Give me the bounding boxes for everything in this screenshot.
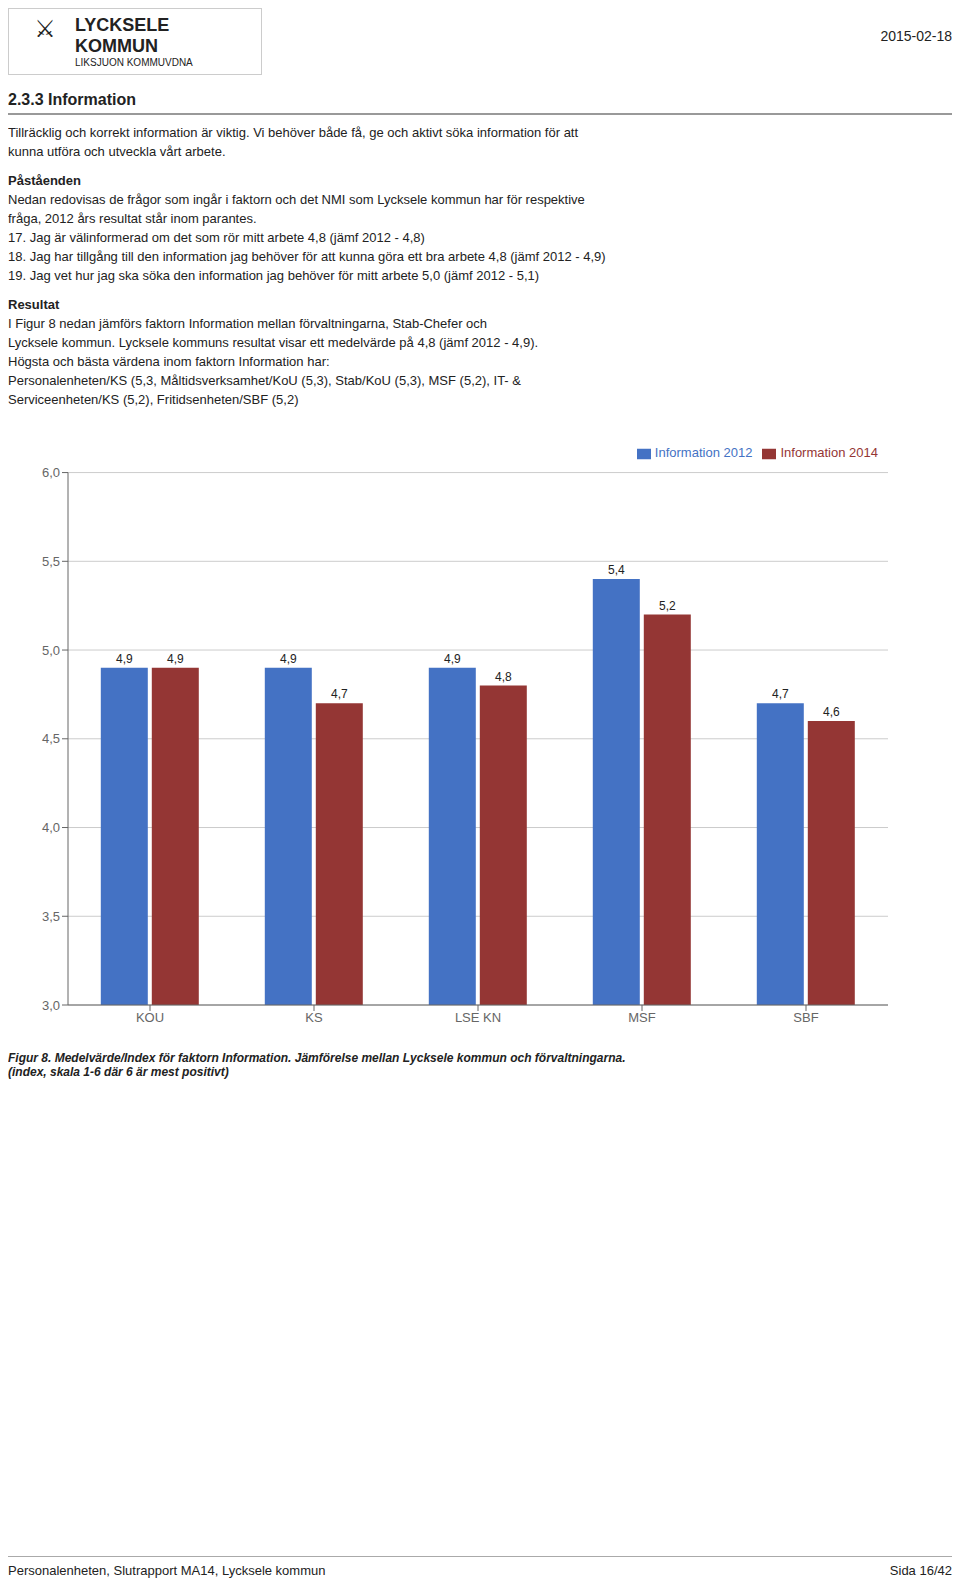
html-text:Personalenheten, Slutrapport M: Personalenheten, Slutrapport MA14, Lycks… bbox=[8, 1563, 326, 1578]
svg-text:MSF: MSF bbox=[628, 1010, 656, 1025]
html-text:Nedan redovisas de frågor som: Nedan redovisas de frågor som ingår i fa… bbox=[8, 192, 585, 207]
html-text:LIKSJUON KOMMUVDNA: LIKSJUON KOMMUVDNA bbox=[75, 57, 193, 68]
svg-text:5,5: 5,5 bbox=[42, 554, 60, 569]
html-text:Information 2014: Information 2014 bbox=[780, 445, 878, 460]
svg-text:4,5: 4,5 bbox=[42, 731, 60, 746]
svg-text:4,9: 4,9 bbox=[116, 652, 133, 666]
html-text:Personalenheten/KS (5,3, Målti: Personalenheten/KS (5,3, Måltidsverksamh… bbox=[8, 373, 521, 388]
svg-text:4,9: 4,9 bbox=[280, 652, 297, 666]
html-text:19. Jag vet hur jag ska söka d: 19. Jag vet hur jag ska söka den informa… bbox=[8, 268, 540, 283]
html-text:kunna utföra och utveckla vårt: kunna utföra och utveckla vårt arbete. bbox=[8, 144, 226, 159]
svg-text:3,0: 3,0 bbox=[42, 998, 60, 1013]
svg-text:KS: KS bbox=[305, 1010, 323, 1025]
svg-text:4,8: 4,8 bbox=[495, 670, 512, 684]
html-text:18. Jag har tillgång till den: 18. Jag har tillgång till den informatio… bbox=[8, 249, 606, 264]
html-text:(index, skala 1-6 där 6 är mes: (index, skala 1-6 där 6 är mest positivt… bbox=[8, 1065, 229, 1079]
html-text:KOMMUN: KOMMUN bbox=[75, 36, 158, 56]
html-text:Sida 16/42: Sida 16/42 bbox=[889, 1563, 952, 1578]
html-text:Information 2012: Information 2012 bbox=[654, 445, 753, 460]
svg-text:5,4: 5,4 bbox=[608, 563, 625, 577]
svg-text:LSE KN: LSE KN bbox=[455, 1010, 501, 1025]
svg-text:4,9: 4,9 bbox=[444, 652, 461, 666]
html-text:Lycksele kommun. Lycksele komm: Lycksele kommun. Lycksele kommuns result… bbox=[8, 335, 539, 350]
html-text:17. Jag är välinformerad om de: 17. Jag är välinformerad om det som rör … bbox=[8, 230, 425, 245]
html-text:2.3.3 Information: 2.3.3 Information bbox=[8, 91, 136, 108]
svg-text:KOU: KOU bbox=[136, 1010, 164, 1025]
html-text:Resultat: Resultat bbox=[8, 297, 60, 312]
svg-text:4,7: 4,7 bbox=[772, 687, 789, 701]
html-text:2015-02-18: 2015-02-18 bbox=[880, 28, 952, 44]
svg-text:4,6: 4,6 bbox=[823, 705, 840, 719]
html-text:I Figur 8 nedan jämförs faktor: I Figur 8 nedan jämförs faktorn Informat… bbox=[8, 316, 488, 331]
html-text:fråga, 2012 års resultat står: fråga, 2012 års resultat står inom paran… bbox=[8, 211, 257, 226]
html-text:Serviceenheten/KS (5,2), Friti: Serviceenheten/KS (5,2), Fritidsenheten/… bbox=[8, 392, 299, 407]
svg-text:6,0: 6,0 bbox=[42, 465, 60, 480]
html-text:Tillräcklig och korrekt inform: Tillräcklig och korrekt information är v… bbox=[8, 125, 579, 140]
svg-text:4,7: 4,7 bbox=[331, 687, 348, 701]
svg-text:3,5: 3,5 bbox=[42, 909, 60, 924]
svg-text:4,0: 4,0 bbox=[42, 820, 60, 835]
svg-text:SBF: SBF bbox=[793, 1010, 818, 1025]
html-text:Figur 8. Medelvärde/Index för: Figur 8. Medelvärde/Index för faktorn In… bbox=[8, 1051, 626, 1065]
html-text:Högsta och bästa värdena inom: Högsta och bästa värdena inom faktorn In… bbox=[8, 354, 330, 369]
svg-text:5,0: 5,0 bbox=[42, 643, 60, 658]
html-text:Påståenden: Påståenden bbox=[8, 173, 81, 188]
svg-text:5,2: 5,2 bbox=[659, 599, 676, 613]
svg-text:4,9: 4,9 bbox=[167, 652, 184, 666]
html-text:LYCKSELE: LYCKSELE bbox=[75, 15, 170, 35]
